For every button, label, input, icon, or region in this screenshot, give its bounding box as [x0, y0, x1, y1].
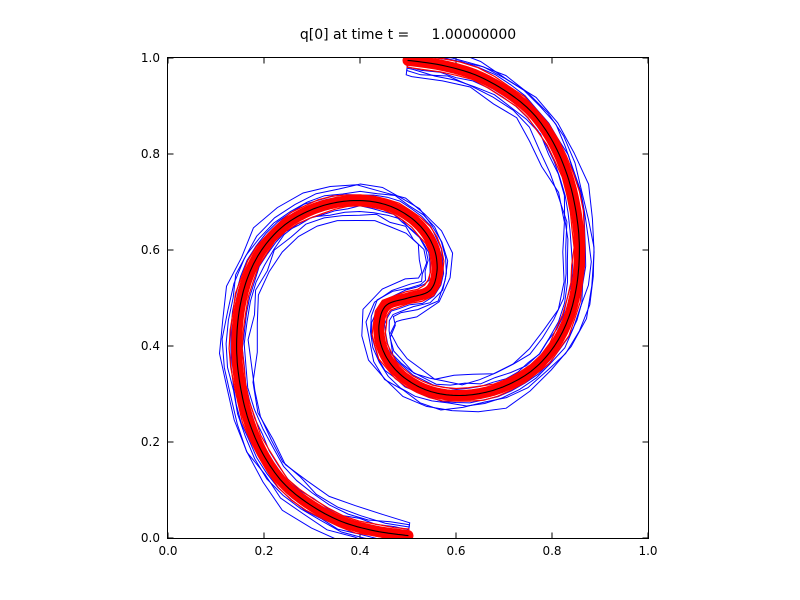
y-tick-label: 0.2: [140, 435, 160, 449]
blue-contour-loop: [218, 58, 595, 538]
x-tick-label: 0.6: [446, 544, 466, 558]
x-tick-label: 0.2: [254, 544, 274, 558]
y-tick-label: 0.4: [140, 339, 160, 353]
x-tick-label: 0.8: [542, 544, 562, 558]
black-centerline-contour: [236, 59, 580, 537]
y-tick-label: 0.0: [140, 531, 160, 545]
plot-area: [167, 57, 649, 539]
contour-plot: [168, 58, 648, 538]
y-tick-label: 1.0: [140, 51, 160, 65]
axis-tick-marks: [168, 58, 648, 538]
x-tick-label: 0.4: [350, 544, 370, 558]
y-tick-label: 0.8: [140, 147, 160, 161]
x-tick-label: 1.0: [638, 544, 658, 558]
y-tick-label: 0.6: [140, 243, 160, 257]
chart-title: q[0] at time t = 1.00000000: [299, 27, 517, 43]
x-tick-label: 0.0: [158, 544, 178, 558]
